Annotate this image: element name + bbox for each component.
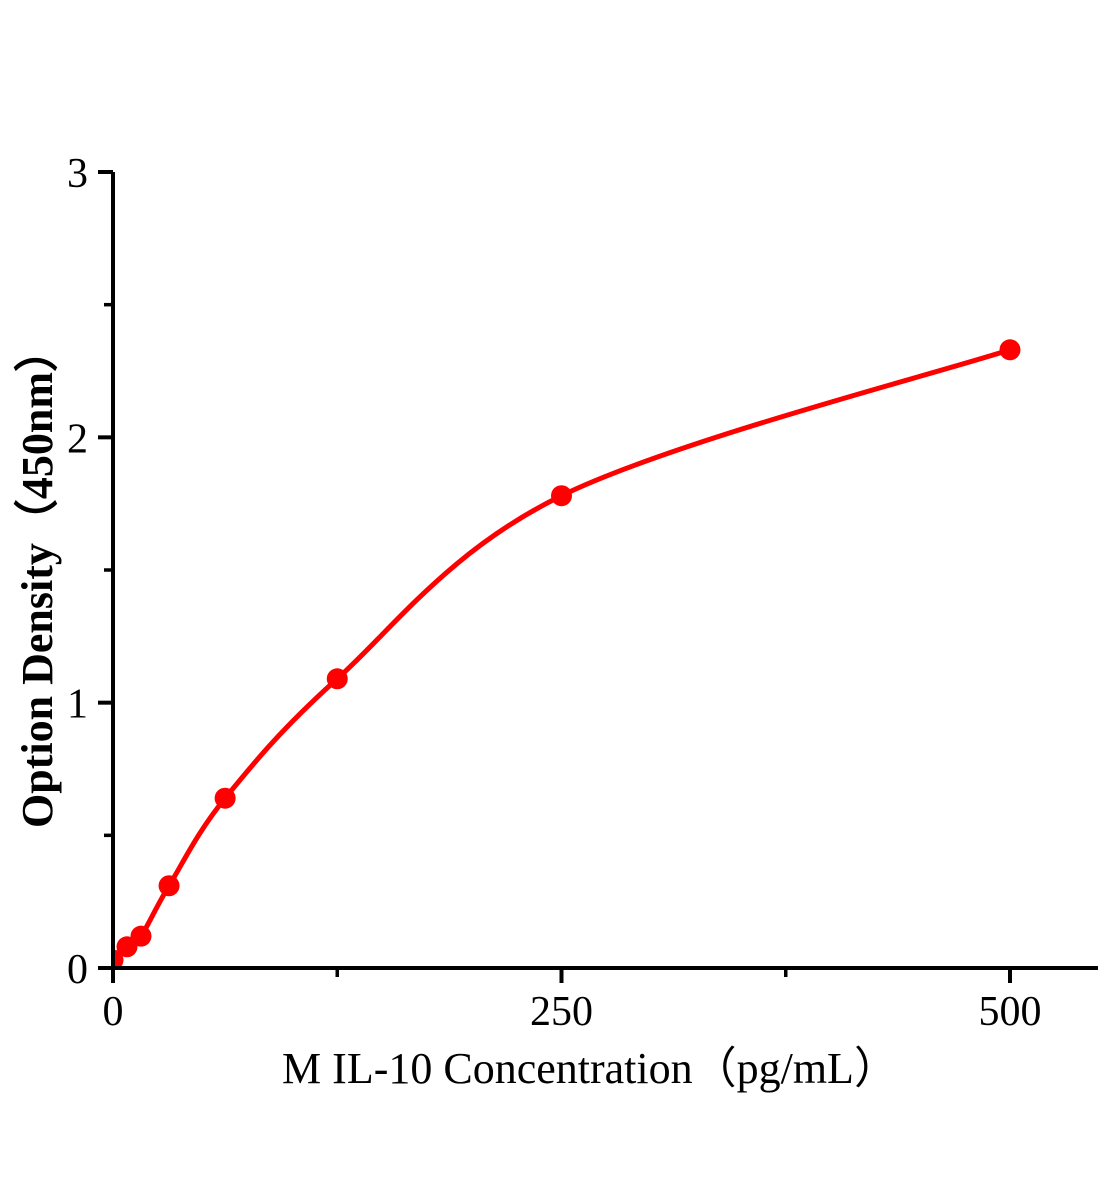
data-point-62.5 [214, 787, 236, 809]
x-tick-label-0: 0 [103, 989, 124, 1035]
standard-curve-line [111, 347, 1013, 963]
x-axis-title: M IL-10 Concentration（pg/mL） [282, 1044, 898, 1093]
data-point-500 [999, 339, 1021, 361]
data-point-125 [326, 668, 348, 690]
x-tick-label-250: 250 [530, 989, 593, 1035]
y-axis-title: Option Density（450nm） [13, 328, 62, 828]
y-tick-label-1: 1 [67, 682, 88, 728]
y-tick-label-0: 0 [67, 947, 88, 993]
y-tick-label-3: 3 [67, 151, 88, 197]
data-point-31.25 [158, 875, 180, 897]
data-point-15.6 [130, 925, 152, 947]
data-point-250 [551, 485, 572, 507]
y-tick-label-2: 2 [67, 416, 88, 462]
x-tick-label-500: 500 [979, 989, 1042, 1035]
series-standard-curve [111, 339, 1021, 966]
